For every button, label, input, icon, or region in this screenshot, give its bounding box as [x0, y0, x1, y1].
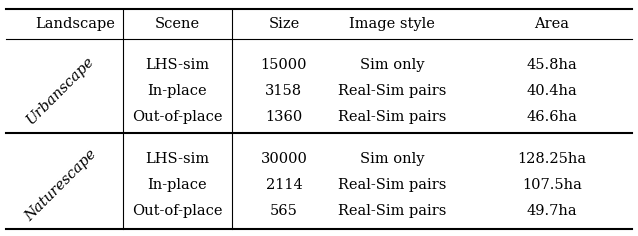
Text: 2114: 2114: [265, 178, 302, 192]
Text: 45.8ha: 45.8ha: [526, 58, 577, 72]
Text: Scene: Scene: [155, 17, 200, 31]
Text: 3158: 3158: [265, 84, 302, 98]
Text: 15000: 15000: [261, 58, 307, 72]
Text: Image style: Image style: [350, 17, 435, 31]
Text: Sim only: Sim only: [360, 152, 425, 166]
Text: 46.6ha: 46.6ha: [526, 110, 577, 124]
Text: Real-Sim pairs: Real-Sim pairs: [338, 178, 447, 192]
Text: 565: 565: [270, 204, 298, 218]
Text: 30000: 30000: [260, 152, 308, 166]
Text: Real-Sim pairs: Real-Sim pairs: [338, 204, 447, 218]
Text: Sim only: Sim only: [360, 58, 425, 72]
Text: 128.25ha: 128.25ha: [517, 152, 586, 166]
Text: Real-Sim pairs: Real-Sim pairs: [338, 110, 447, 124]
Text: 107.5ha: 107.5ha: [522, 178, 582, 192]
Text: Out-of-place: Out-of-place: [132, 204, 223, 218]
Text: Naturescape: Naturescape: [22, 147, 99, 224]
Text: Real-Sim pairs: Real-Sim pairs: [338, 84, 447, 98]
Text: Area: Area: [535, 17, 569, 31]
Text: Urbanscape: Urbanscape: [24, 54, 97, 127]
Text: In-place: In-place: [147, 84, 207, 98]
Text: 1360: 1360: [265, 110, 302, 124]
Text: Size: Size: [269, 17, 299, 31]
Text: LHS-sim: LHS-sim: [145, 152, 209, 166]
Text: Out-of-place: Out-of-place: [132, 110, 223, 124]
Text: In-place: In-place: [147, 178, 207, 192]
Text: 49.7ha: 49.7ha: [526, 204, 577, 218]
Text: Landscape: Landscape: [35, 17, 115, 31]
Text: LHS-sim: LHS-sim: [145, 58, 209, 72]
Text: 40.4ha: 40.4ha: [526, 84, 577, 98]
